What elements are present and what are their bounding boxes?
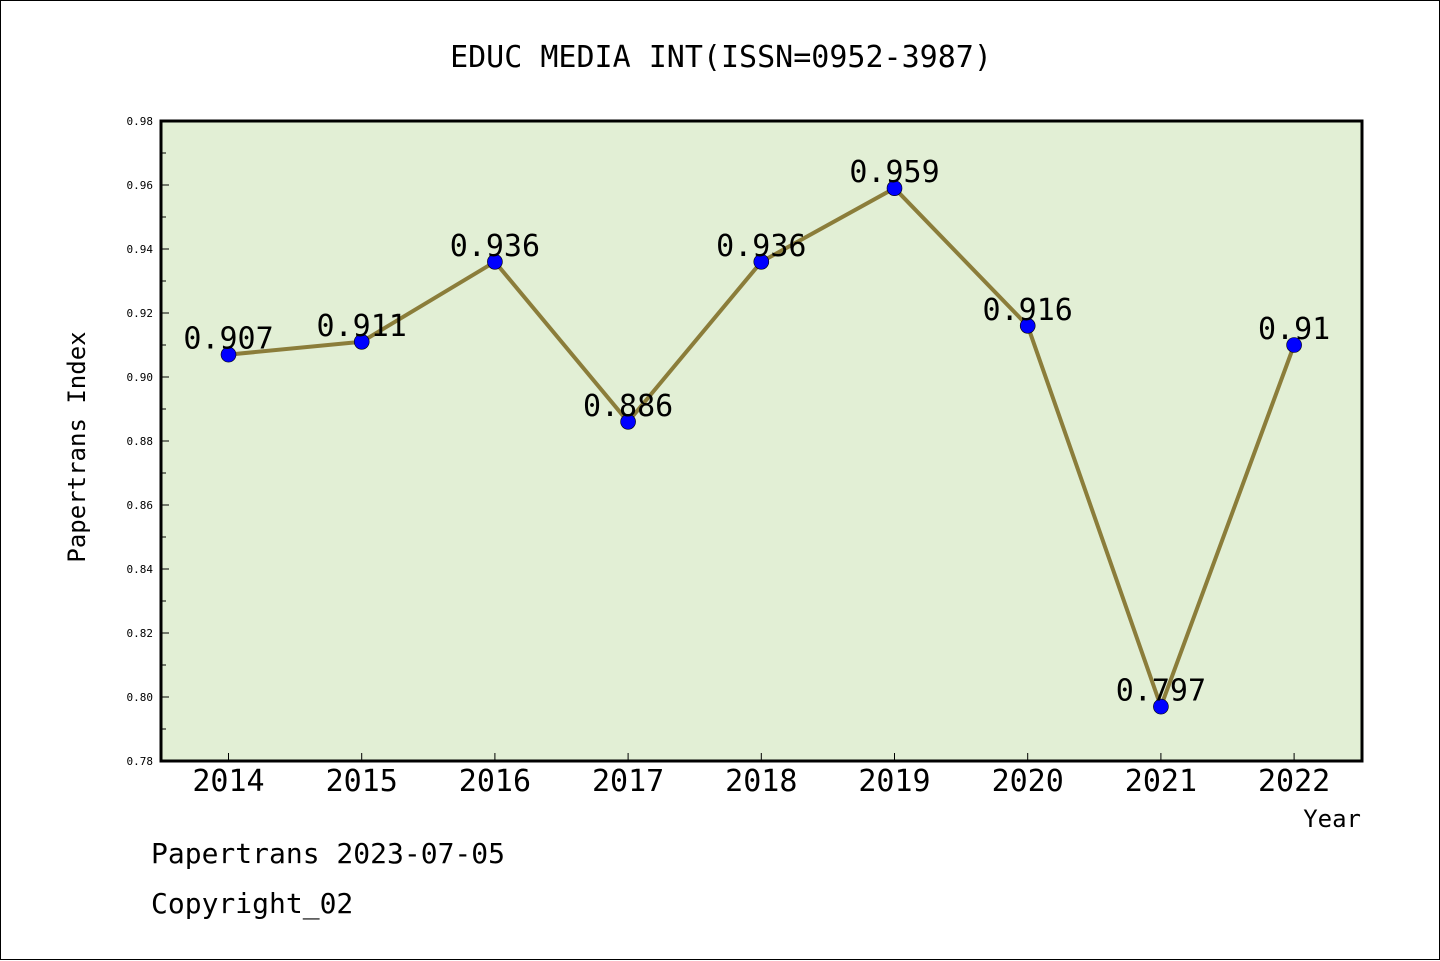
y-axis: 0.78 0.80 0.82 0.84 0.86 0.88 0.90 0.92 0.94 0.96… — [127, 115, 169, 768]
data-label: 0.936 — [716, 229, 806, 264]
data-point — [487, 253, 503, 270]
data-point — [620, 413, 636, 430]
y-tick-label: 0.88 — [127, 435, 154, 448]
x-axis: 2014 2015 2016 2017 2018 2019 2020 2021 2022 — [192, 753, 1330, 799]
data-label: 0.936 — [450, 229, 540, 264]
data-point — [1153, 698, 1169, 715]
y-tick-label: 0.84 — [127, 563, 154, 576]
data-label: 0.911 — [317, 309, 407, 344]
footer-date: Papertrans 2023-07-05 — [151, 837, 506, 870]
y-tick-label: 0.92 — [127, 307, 154, 320]
x-tick-label: 2015 — [326, 764, 398, 799]
footer-copyright: Copyright_02 — [151, 887, 354, 920]
plot-area — [159, 119, 1364, 763]
data-label: 0.797 — [1116, 674, 1206, 709]
x-tick-label: 2017 — [592, 764, 664, 799]
y-axis-label: Papertrans Index — [63, 331, 91, 562]
data-label: 0.91 — [1258, 312, 1330, 347]
data-label: 0.959 — [849, 155, 939, 190]
x-tick-label: 2020 — [992, 764, 1064, 799]
y-tick-label: 0.82 — [127, 627, 154, 640]
y-tick-label: 0.78 — [127, 755, 154, 768]
y-tick-label: 0.80 — [127, 691, 154, 704]
data-point — [1286, 337, 1302, 353]
y-tick-label: 0.96 — [127, 179, 154, 192]
chart-title: EDUC MEDIA INT(ISSN=0952-3987) — [450, 40, 992, 75]
data-point — [353, 333, 370, 350]
data-point — [886, 180, 903, 196]
x-axis-label: Year — [1303, 805, 1361, 833]
y-tick-label: 0.98 — [127, 115, 154, 128]
x-tick-label: 2018 — [725, 764, 797, 799]
y-tick-label: 0.94 — [127, 243, 154, 256]
data-point — [1019, 317, 1036, 334]
x-tick-label: 2016 — [459, 764, 531, 799]
x-tick-label: 2014 — [192, 764, 264, 799]
y-tick-label: 0.90 — [127, 371, 154, 384]
data-label: 0.907 — [183, 322, 273, 357]
x-tick-label: 2021 — [1125, 764, 1197, 799]
data-point — [220, 346, 237, 363]
y-tick-label: 0.86 — [127, 499, 154, 512]
x-tick-label: 2019 — [858, 764, 930, 799]
data-label: 0.916 — [983, 293, 1073, 328]
data-series: 0.907 0.911 0.936 0.886 0.936 0.959 0.916 0.797… — [183, 155, 1330, 715]
data-label: 0.886 — [583, 389, 673, 424]
data-point — [753, 253, 770, 270]
x-tick-label: 2022 — [1258, 764, 1330, 799]
